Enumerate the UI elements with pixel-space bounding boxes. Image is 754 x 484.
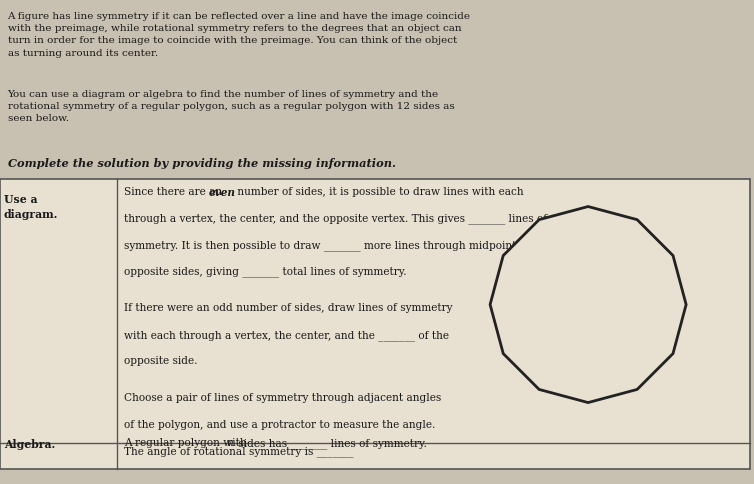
- Text: Complete the solution by providing the missing information.: Complete the solution by providing the m…: [8, 157, 396, 168]
- Text: If there were an odd number of sides, draw lines of symmetry: If there were an odd number of sides, dr…: [124, 302, 453, 313]
- Text: sides has _______ lines of symmetry.: sides has _______ lines of symmetry.: [235, 437, 427, 448]
- Text: of the polygon, and use a protractor to measure the angle.: of the polygon, and use a protractor to …: [124, 419, 436, 429]
- Text: opposite sides, giving _______ total lines of symmetry.: opposite sides, giving _______ total lin…: [124, 266, 407, 277]
- Text: A figure has line symmetry if it can be reflected over a line and have the image: A figure has line symmetry if it can be …: [8, 12, 470, 58]
- Text: through a vertex, the center, and the opposite vertex. This gives _______ lines : through a vertex, the center, and the op…: [124, 213, 547, 224]
- Text: Since there are an: Since there are an: [124, 186, 226, 197]
- Text: Algebra.: Algebra.: [4, 438, 55, 449]
- Text: A regular polygon with: A regular polygon with: [124, 437, 250, 447]
- Text: n: n: [226, 437, 233, 447]
- Polygon shape: [490, 207, 686, 403]
- Text: number of sides, it is possible to draw lines with each: number of sides, it is possible to draw …: [234, 186, 523, 197]
- Text: Choose a pair of lines of symmetry through adjacent angles: Choose a pair of lines of symmetry throu…: [124, 392, 442, 402]
- Text: even: even: [209, 186, 236, 197]
- Text: Use a
diagram.: Use a diagram.: [4, 194, 58, 220]
- Text: opposite side.: opposite side.: [124, 356, 198, 366]
- Text: You can use a diagram or algebra to find the number of lines of symmetry and the: You can use a diagram or algebra to find…: [8, 90, 455, 123]
- Bar: [0, 180, 750, 469]
- Text: The angle of rotational symmetry is _______: The angle of rotational symmetry is ____…: [124, 445, 354, 456]
- Text: with each through a vertex, the center, and the _______ of the: with each through a vertex, the center, …: [124, 329, 449, 340]
- Text: symmetry. It is then possible to draw _______ more lines through midpoints of: symmetry. It is then possible to draw __…: [124, 240, 535, 250]
